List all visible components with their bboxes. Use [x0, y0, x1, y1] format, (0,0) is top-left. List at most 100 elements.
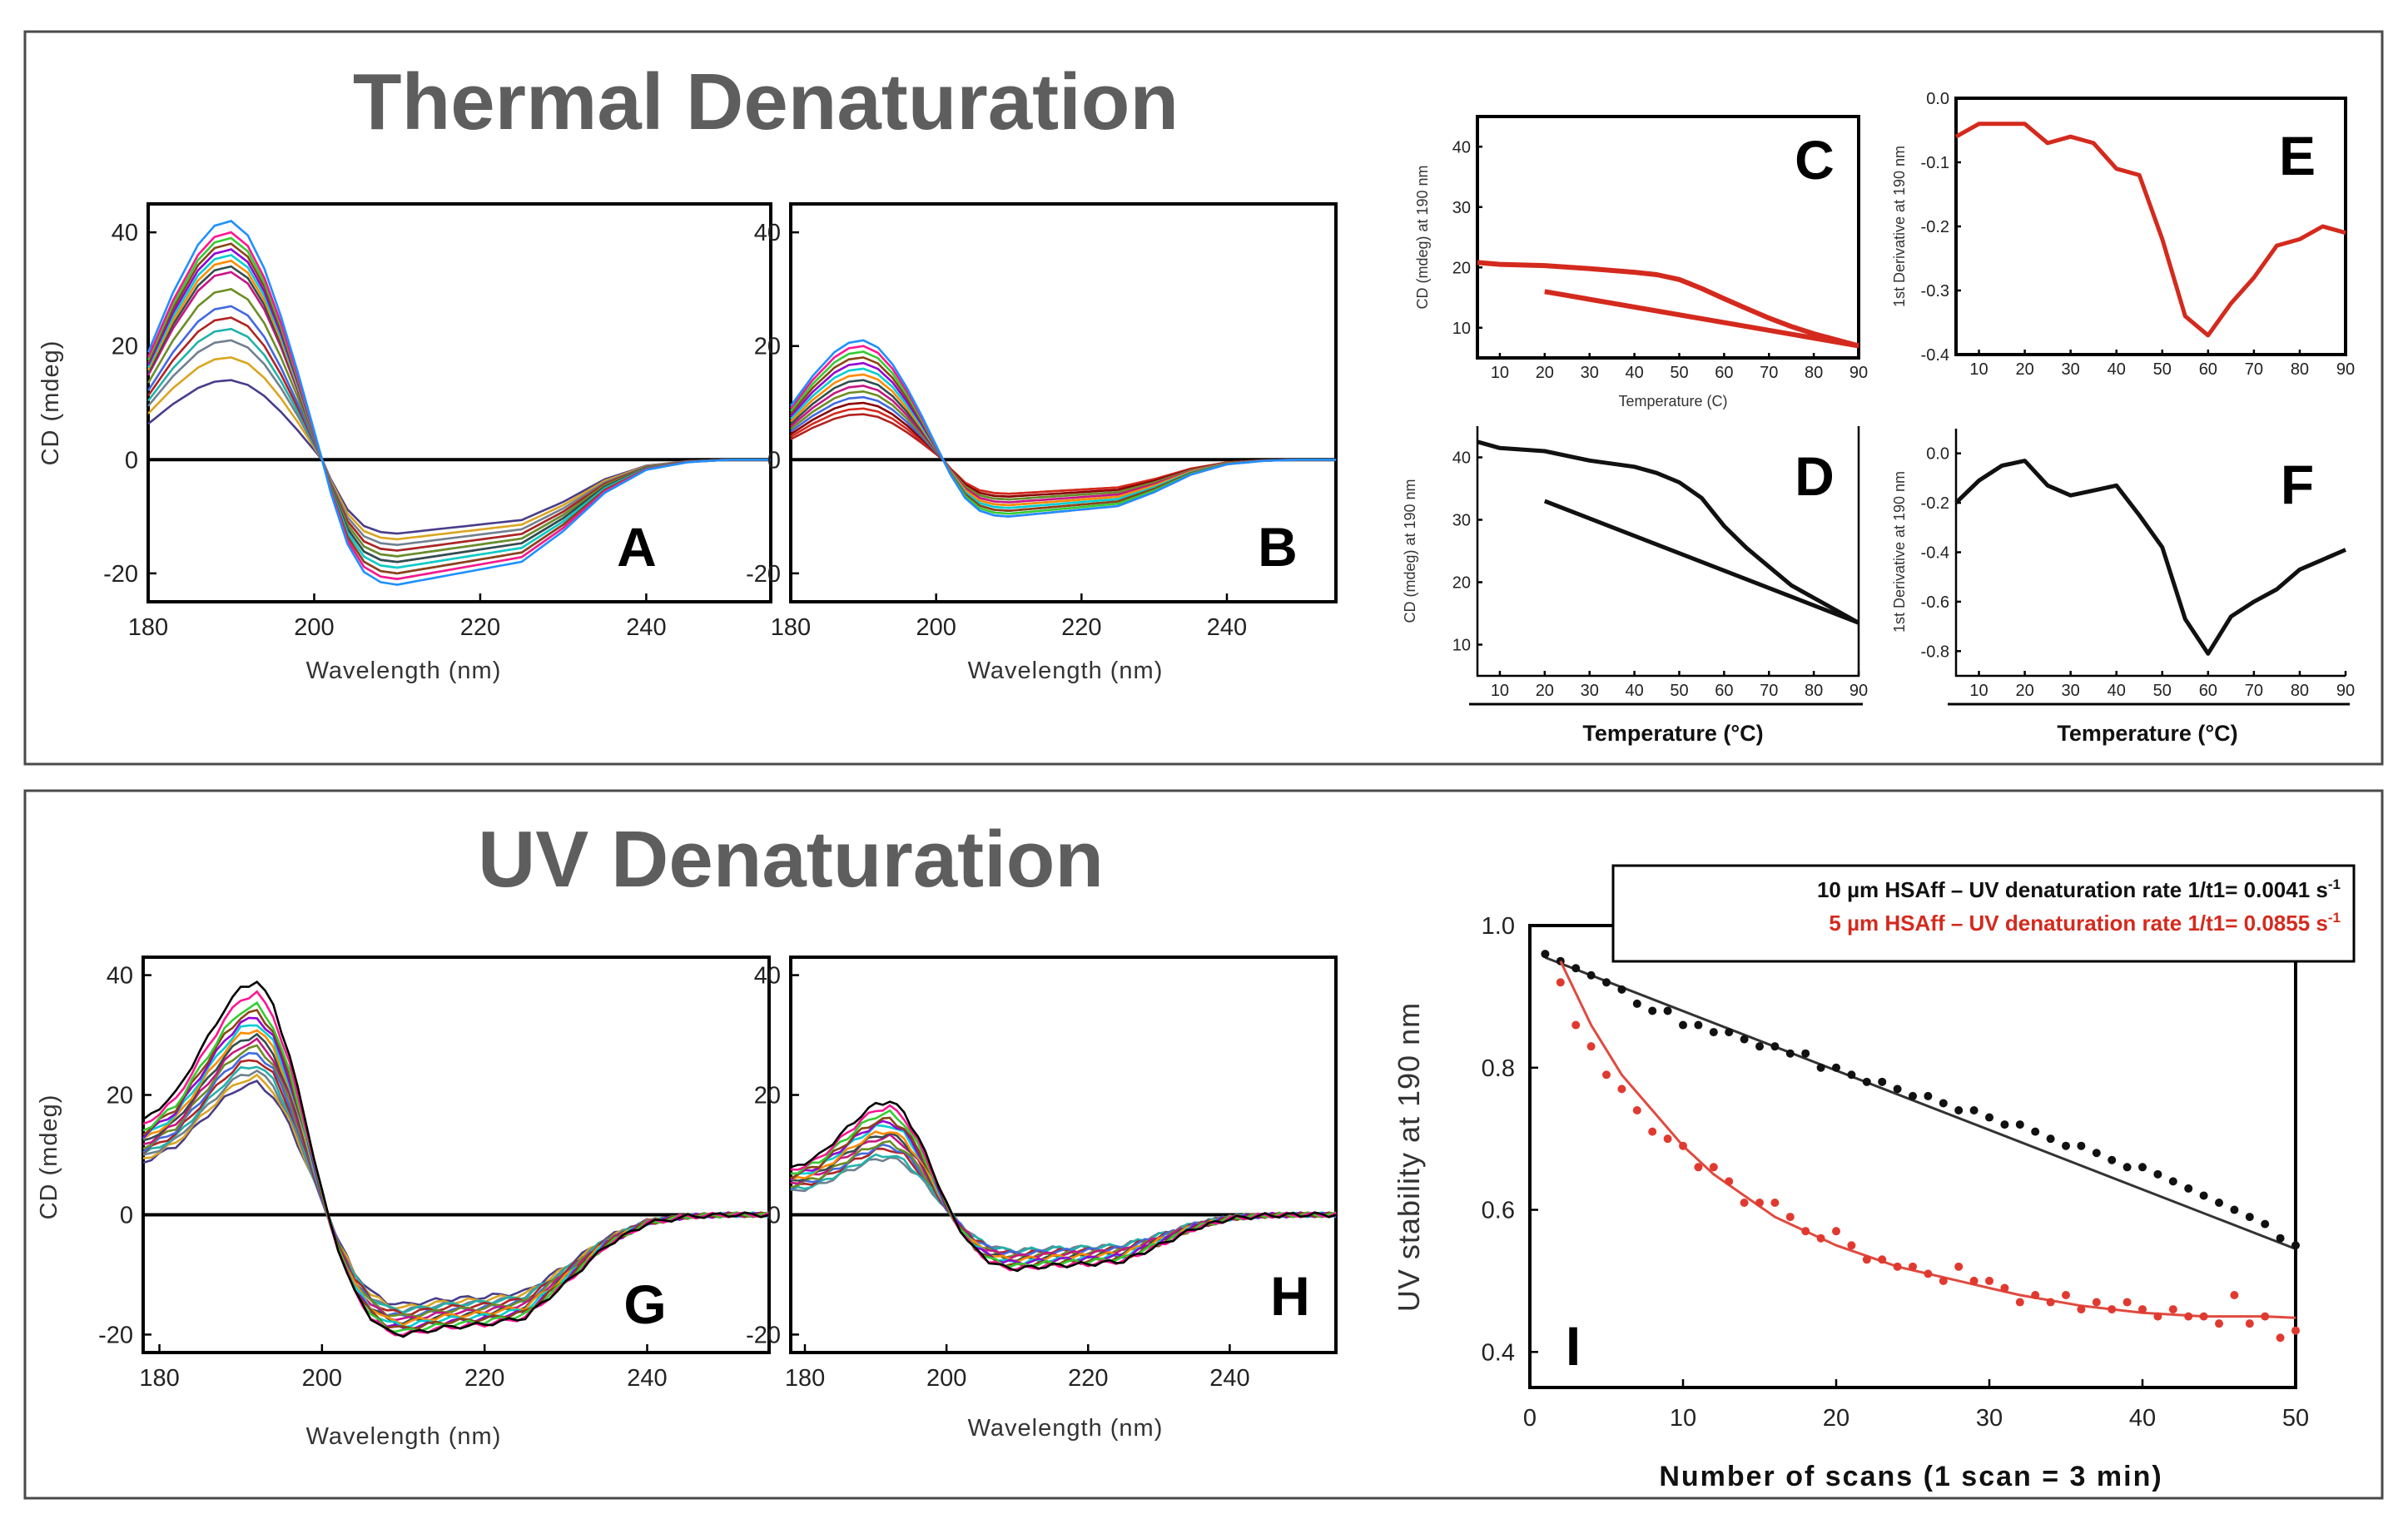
y-tick-label: 20 — [754, 1083, 781, 1109]
data-point — [2077, 1141, 2086, 1150]
data-point — [1740, 1035, 1749, 1044]
data-point — [1893, 1085, 1902, 1094]
y-tick-label: 40 — [112, 220, 138, 246]
spectrum-line — [142, 1069, 770, 1313]
data-point — [1985, 1113, 1993, 1122]
thermal-section-frame — [23, 30, 2384, 766]
x-tick-label: 220 — [464, 1365, 504, 1392]
fit-line-10um — [1544, 956, 2296, 1250]
data-point — [1969, 1106, 1979, 1114]
data-point — [2261, 1219, 2270, 1229]
x-tick-label: 180 — [128, 614, 168, 641]
data-point — [1709, 1163, 1718, 1172]
y-tick-label: 20 — [112, 334, 138, 360]
data-point — [2015, 1298, 2024, 1307]
data-point — [1648, 1006, 1657, 1015]
x-tick-label: 50 — [2153, 360, 2172, 379]
data-point — [1832, 1227, 1840, 1236]
data-point — [1878, 1255, 1887, 1264]
x-axis-label: Wavelength (nm) — [968, 1415, 1164, 1442]
x-tick-label: 240 — [627, 1365, 667, 1392]
spectra-series-group — [142, 980, 770, 1338]
data-point — [1571, 964, 1581, 973]
data-point — [2123, 1298, 2132, 1307]
series-line-heating — [1477, 439, 1860, 625]
panel-e: 10 20 30 40 50 60 70 80 90 0.0 -0.1 -0.2 -0.3 -0.4 1st… — [1891, 90, 2355, 379]
data-point — [2276, 1234, 2285, 1243]
x-tick-label: 40 — [2108, 682, 2126, 700]
x-tick-label: 60 — [1715, 364, 1733, 382]
x-tick-label: 70 — [2245, 360, 2263, 379]
series-line-cooling — [1544, 289, 1859, 349]
y-tick-label: 40 — [754, 963, 781, 990]
data-point — [1694, 1163, 1703, 1172]
spectrum-line — [790, 356, 1336, 513]
data-point — [2230, 1291, 2239, 1299]
x-tick-label: 30 — [2062, 360, 2080, 379]
x-tick-label: 50 — [1670, 682, 1688, 700]
data-point — [1602, 978, 1611, 987]
x-tick-label: 80 — [1805, 364, 1823, 382]
data-point — [2199, 1312, 2208, 1321]
data-point — [1663, 1134, 1672, 1144]
x-axis-label: Temperature (°C) — [1582, 721, 1763, 746]
panel-d: 10 20 30 40 50 60 70 80 90 40 30 20 10 Temperature (°… — [1402, 426, 1868, 746]
spectrum-line — [142, 980, 770, 1338]
y-tick-label: -20 — [103, 561, 138, 588]
data-point — [2046, 1298, 2055, 1307]
spectrum-line — [146, 248, 771, 575]
y-axis-label: 1st Derivative at 190 nm — [1891, 146, 1908, 307]
data-point — [2215, 1319, 2223, 1328]
spectra-series-group — [789, 339, 1336, 518]
x-tick-label: 60 — [1715, 682, 1733, 700]
data-point — [1541, 950, 1550, 959]
x-tick-label: 10 — [1491, 682, 1509, 700]
x-tick-label: 50 — [2153, 682, 2172, 700]
y-tick-label: -0.2 — [1921, 218, 1949, 236]
y-tick-label: 0.0 — [1926, 445, 1949, 464]
spectrum-line — [142, 1065, 770, 1314]
x-tick-label: 50 — [1670, 364, 1688, 382]
x-tick-label: 240 — [626, 614, 666, 641]
data-point — [2062, 1291, 2070, 1299]
data-point — [1586, 970, 1596, 980]
spectrum-line — [146, 259, 771, 569]
data-point — [1755, 1199, 1764, 1207]
spectrum-line — [146, 271, 771, 563]
spectrum-line — [142, 1044, 770, 1318]
x-tick-label: 90 — [2336, 682, 2355, 700]
spectrum-line — [146, 316, 771, 552]
data-point — [1785, 1049, 1795, 1058]
data-point — [1602, 1070, 1611, 1080]
x-tick-label: 220 — [460, 614, 500, 641]
y-tick-label: -0.1 — [1921, 154, 1949, 172]
x-tick-label: 80 — [1805, 682, 1823, 700]
data-point — [2123, 1163, 2132, 1172]
data-point — [2199, 1191, 2208, 1200]
data-point — [2276, 1333, 2285, 1343]
x-tick-label: 80 — [2291, 360, 2309, 379]
spectrum-line — [146, 220, 771, 586]
y-tick-label: -0.2 — [1921, 494, 1949, 513]
spectrum-line — [790, 1124, 1337, 1266]
data-point — [1862, 1255, 1871, 1264]
y-tick-label: 0.4 — [1482, 1339, 1515, 1366]
panel-letter-g: G — [623, 1273, 666, 1335]
panel-f: 10 20 30 40 50 60 70 80 90 0.0 -0.2 -0.4 -0.6 -0.8 Tem… — [1891, 429, 2355, 746]
data-point — [2092, 1149, 2101, 1158]
data-point — [1801, 1227, 1810, 1236]
spectrum-line — [790, 385, 1336, 504]
y-tick-label: -20 — [98, 1322, 133, 1348]
data-point — [2245, 1213, 2254, 1222]
data-point — [1770, 1199, 1780, 1207]
x-tick-label: 60 — [2199, 682, 2217, 700]
panel-h-frame — [789, 956, 1338, 1354]
x-tick-label: 40 — [1625, 364, 1643, 382]
x-tick-label: 50 — [2282, 1405, 2309, 1432]
y-tick-label: -0.3 — [1921, 282, 1949, 300]
y-tick-label: 30 — [1452, 512, 1471, 530]
y-tick-label: -0.8 — [1921, 643, 1949, 661]
data-point — [2215, 1199, 2223, 1207]
